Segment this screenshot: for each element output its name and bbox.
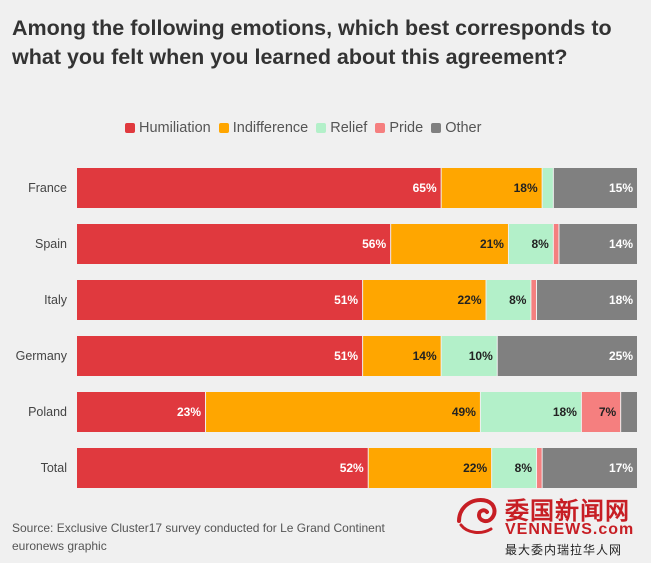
bar-segment-humiliation <box>77 448 368 488</box>
category-label: Spain <box>35 237 67 251</box>
bar-segment-humiliation <box>77 392 206 432</box>
legend-swatch <box>375 123 386 133</box>
data-label: 22% <box>457 293 481 307</box>
category-label: France <box>28 181 67 195</box>
bar-segment-humiliation <box>77 280 363 320</box>
bar-segment-humiliation <box>77 224 391 264</box>
bar-segment-relief <box>441 336 497 376</box>
data-label: 56% <box>362 237 386 251</box>
data-label: 8% <box>532 237 550 251</box>
bar-segment-other <box>542 448 637 488</box>
legend-item-pride: Pride <box>375 120 423 136</box>
data-label: 52% <box>340 461 364 475</box>
data-label: 25% <box>609 349 633 363</box>
source-text: Source: Exclusive Cluster17 survey condu… <box>12 521 385 535</box>
bar-segment-pride <box>531 280 537 320</box>
bar-segment-indifference <box>206 392 480 432</box>
bar-segment-other <box>537 280 637 320</box>
legend-item-relief: Relief <box>316 120 367 136</box>
bar-segment-pride <box>581 392 621 432</box>
data-label: 10% <box>469 349 493 363</box>
bar-segment-relief <box>480 392 581 432</box>
data-label: 18% <box>609 293 633 307</box>
bar-segment-indifference <box>363 336 441 376</box>
data-label: 14% <box>609 237 633 251</box>
legend-item-indifference: Indifference <box>218 120 309 136</box>
legend-item-humiliation: Humiliation <box>125 120 211 136</box>
data-label: 18% <box>553 405 577 419</box>
watermark-en: VENNEWS.com <box>505 521 635 538</box>
data-label: 22% <box>463 461 487 475</box>
chart-title: Among the following emotions, which best… <box>12 16 612 69</box>
bar-segment-relief <box>542 168 553 208</box>
bar-segment-pride <box>537 448 542 488</box>
bar-segment-pride <box>553 224 559 264</box>
legend-label: Relief <box>330 120 368 136</box>
data-label: 15% <box>609 181 633 195</box>
data-label: 8% <box>515 461 533 475</box>
data-label: 18% <box>514 181 538 195</box>
data-label: 51% <box>334 293 358 307</box>
data-label: 23% <box>177 405 201 419</box>
source-note: Source: Exclusive Cluster17 survey condu… <box>12 519 385 555</box>
bar-segment-relief <box>492 448 537 488</box>
watermark: 委国新闻网 VENNEWS.com 最大委内瑞拉华人网 <box>453 491 643 559</box>
category-label: Germany <box>16 349 68 363</box>
bar-segment-humiliation <box>77 168 441 208</box>
bar-segment-relief <box>486 280 531 320</box>
legend-label: Humiliation <box>139 120 211 136</box>
legend-item-other: Other <box>431 120 481 136</box>
dragon-logo-icon <box>457 498 497 534</box>
bar-segment-relief <box>508 224 553 264</box>
data-label: 49% <box>452 405 476 419</box>
legend-swatch <box>125 123 135 133</box>
data-label: 7% <box>599 405 617 419</box>
legend-swatch <box>431 123 442 133</box>
data-label: 8% <box>509 293 527 307</box>
bar-segment-other <box>559 224 637 264</box>
category-label: Italy <box>44 293 68 307</box>
data-label: 51% <box>334 349 358 363</box>
bar-segment-humiliation <box>77 336 363 376</box>
legend-label: Indifference <box>232 120 309 136</box>
bar-segment-indifference <box>391 224 508 264</box>
data-label: 65% <box>413 181 437 195</box>
credit-text: euronews graphic <box>12 539 107 553</box>
data-label: 21% <box>480 237 504 251</box>
legend-swatch <box>218 123 229 133</box>
bar-segment-indifference <box>441 168 542 208</box>
data-label: 17% <box>609 461 633 475</box>
bar-segment-other <box>553 168 637 208</box>
bar-segment-other <box>497 336 637 376</box>
legend-label: Pride <box>389 120 424 136</box>
bar-segment-indifference <box>363 280 486 320</box>
legend-swatch <box>316 123 327 133</box>
category-label: Total <box>41 461 67 475</box>
data-label: 14% <box>413 349 437 363</box>
watermark-sub: 最大委内瑞拉华人网 <box>505 543 623 557</box>
watermark-cn: 委国新闻网 <box>505 498 630 525</box>
chart-legend: Humiliation Indifference Relief Pride Other <box>125 120 481 136</box>
legend-label: Other <box>445 120 482 136</box>
bar-segment-indifference <box>368 448 492 488</box>
bar-segment-other <box>621 392 637 432</box>
category-label: Poland <box>28 405 67 419</box>
